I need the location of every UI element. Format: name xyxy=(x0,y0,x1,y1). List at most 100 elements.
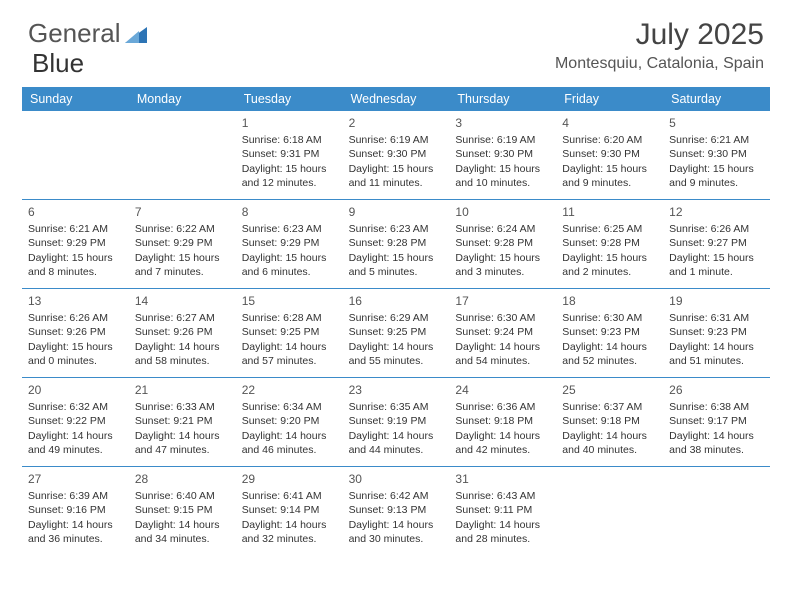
day-number: 3 xyxy=(455,115,550,131)
daylight-line-1: Daylight: 15 hours xyxy=(28,340,123,354)
calendar-cell: 14Sunrise: 6:27 AMSunset: 9:26 PMDayligh… xyxy=(129,289,236,377)
sunset-line: Sunset: 9:29 PM xyxy=(242,236,337,250)
sunrise-line: Sunrise: 6:20 AM xyxy=(562,133,657,147)
day-number: 16 xyxy=(349,293,444,309)
daylight-line-2: and 10 minutes. xyxy=(455,176,550,190)
sunset-line: Sunset: 9:11 PM xyxy=(455,503,550,517)
daylight-line-2: and 58 minutes. xyxy=(135,354,230,368)
day-number: 10 xyxy=(455,204,550,220)
daylight-line-2: and 47 minutes. xyxy=(135,443,230,457)
daylight-line-1: Daylight: 15 hours xyxy=(242,162,337,176)
sunrise-line: Sunrise: 6:39 AM xyxy=(28,489,123,503)
sunrise-line: Sunrise: 6:36 AM xyxy=(455,400,550,414)
sunrise-line: Sunrise: 6:25 AM xyxy=(562,222,657,236)
sunrise-line: Sunrise: 6:29 AM xyxy=(349,311,444,325)
daylight-line-2: and 36 minutes. xyxy=(28,532,123,546)
daylight-line-1: Daylight: 14 hours xyxy=(562,340,657,354)
sunset-line: Sunset: 9:13 PM xyxy=(349,503,444,517)
calendar-cell: 3Sunrise: 6:19 AMSunset: 9:30 PMDaylight… xyxy=(449,111,556,199)
day-number: 2 xyxy=(349,115,444,131)
day-number: 25 xyxy=(562,382,657,398)
header: General July 2025 Montesquiu, Catalonia,… xyxy=(0,0,792,81)
daylight-line-1: Daylight: 15 hours xyxy=(669,162,764,176)
daylight-line-1: Daylight: 14 hours xyxy=(349,429,444,443)
daylight-line-2: and 11 minutes. xyxy=(349,176,444,190)
location: Montesquiu, Catalonia, Spain xyxy=(555,55,764,73)
day-header-cell: Thursday xyxy=(449,87,556,111)
daylight-line-1: Daylight: 15 hours xyxy=(349,162,444,176)
sunrise-line: Sunrise: 6:30 AM xyxy=(562,311,657,325)
day-number: 18 xyxy=(562,293,657,309)
daylight-line-1: Daylight: 15 hours xyxy=(28,251,123,265)
daylight-line-2: and 55 minutes. xyxy=(349,354,444,368)
day-number: 31 xyxy=(455,471,550,487)
daylight-line-1: Daylight: 14 hours xyxy=(349,518,444,532)
daylight-line-2: and 57 minutes. xyxy=(242,354,337,368)
sunset-line: Sunset: 9:22 PM xyxy=(28,414,123,428)
daylight-line-2: and 42 minutes. xyxy=(455,443,550,457)
sunrise-line: Sunrise: 6:37 AM xyxy=(562,400,657,414)
daylight-line-2: and 52 minutes. xyxy=(562,354,657,368)
sunrise-line: Sunrise: 6:40 AM xyxy=(135,489,230,503)
day-number: 26 xyxy=(669,382,764,398)
sunset-line: Sunset: 9:19 PM xyxy=(349,414,444,428)
day-header-cell: Wednesday xyxy=(343,87,450,111)
daylight-line-2: and 9 minutes. xyxy=(562,176,657,190)
logo-text-1: General xyxy=(28,18,121,49)
calendar-cell: 31Sunrise: 6:43 AMSunset: 9:11 PMDayligh… xyxy=(449,467,556,555)
daylight-line-2: and 46 minutes. xyxy=(242,443,337,457)
daylight-line-2: and 2 minutes. xyxy=(562,265,657,279)
daylight-line-1: Daylight: 14 hours xyxy=(669,429,764,443)
sunset-line: Sunset: 9:30 PM xyxy=(669,147,764,161)
day-number: 11 xyxy=(562,204,657,220)
day-number: 13 xyxy=(28,293,123,309)
calendar-cell: 20Sunrise: 6:32 AMSunset: 9:22 PMDayligh… xyxy=(22,378,129,466)
calendar-cell: 22Sunrise: 6:34 AMSunset: 9:20 PMDayligh… xyxy=(236,378,343,466)
sunrise-line: Sunrise: 6:38 AM xyxy=(669,400,764,414)
sunrise-line: Sunrise: 6:23 AM xyxy=(242,222,337,236)
day-number: 28 xyxy=(135,471,230,487)
sunrise-line: Sunrise: 6:19 AM xyxy=(455,133,550,147)
day-header-cell: Saturday xyxy=(663,87,770,111)
sunrise-line: Sunrise: 6:28 AM xyxy=(242,311,337,325)
daylight-line-1: Daylight: 14 hours xyxy=(28,518,123,532)
calendar-week: 6Sunrise: 6:21 AMSunset: 9:29 PMDaylight… xyxy=(22,200,770,289)
sunset-line: Sunset: 9:30 PM xyxy=(562,147,657,161)
daylight-line-2: and 5 minutes. xyxy=(349,265,444,279)
logo-triangle-icon xyxy=(125,25,147,43)
calendar-cell xyxy=(22,111,129,199)
day-number: 4 xyxy=(562,115,657,131)
sunrise-line: Sunrise: 6:26 AM xyxy=(28,311,123,325)
daylight-line-2: and 9 minutes. xyxy=(669,176,764,190)
daylight-line-1: Daylight: 14 hours xyxy=(242,340,337,354)
day-number: 12 xyxy=(669,204,764,220)
sunset-line: Sunset: 9:23 PM xyxy=(562,325,657,339)
day-number: 9 xyxy=(349,204,444,220)
daylight-line-2: and 54 minutes. xyxy=(455,354,550,368)
calendar-cell: 15Sunrise: 6:28 AMSunset: 9:25 PMDayligh… xyxy=(236,289,343,377)
daylight-line-2: and 40 minutes. xyxy=(562,443,657,457)
daylight-line-1: Daylight: 15 hours xyxy=(562,251,657,265)
sunset-line: Sunset: 9:20 PM xyxy=(242,414,337,428)
day-number: 23 xyxy=(349,382,444,398)
calendar-cell: 8Sunrise: 6:23 AMSunset: 9:29 PMDaylight… xyxy=(236,200,343,288)
sunset-line: Sunset: 9:15 PM xyxy=(135,503,230,517)
daylight-line-2: and 34 minutes. xyxy=(135,532,230,546)
daylight-line-1: Daylight: 15 hours xyxy=(669,251,764,265)
calendar-cell: 1Sunrise: 6:18 AMSunset: 9:31 PMDaylight… xyxy=(236,111,343,199)
calendar-cell: 5Sunrise: 6:21 AMSunset: 9:30 PMDaylight… xyxy=(663,111,770,199)
calendar-cell: 25Sunrise: 6:37 AMSunset: 9:18 PMDayligh… xyxy=(556,378,663,466)
sunrise-line: Sunrise: 6:42 AM xyxy=(349,489,444,503)
calendar-cell: 6Sunrise: 6:21 AMSunset: 9:29 PMDaylight… xyxy=(22,200,129,288)
sunset-line: Sunset: 9:29 PM xyxy=(28,236,123,250)
sunset-line: Sunset: 9:28 PM xyxy=(455,236,550,250)
calendar-week: 13Sunrise: 6:26 AMSunset: 9:26 PMDayligh… xyxy=(22,289,770,378)
calendar-cell xyxy=(663,467,770,555)
sunset-line: Sunset: 9:14 PM xyxy=(242,503,337,517)
calendar-cell: 24Sunrise: 6:36 AMSunset: 9:18 PMDayligh… xyxy=(449,378,556,466)
calendar-cell: 30Sunrise: 6:42 AMSunset: 9:13 PMDayligh… xyxy=(343,467,450,555)
calendar-cell: 26Sunrise: 6:38 AMSunset: 9:17 PMDayligh… xyxy=(663,378,770,466)
calendar-cell: 13Sunrise: 6:26 AMSunset: 9:26 PMDayligh… xyxy=(22,289,129,377)
daylight-line-1: Daylight: 14 hours xyxy=(242,518,337,532)
sunrise-line: Sunrise: 6:41 AM xyxy=(242,489,337,503)
